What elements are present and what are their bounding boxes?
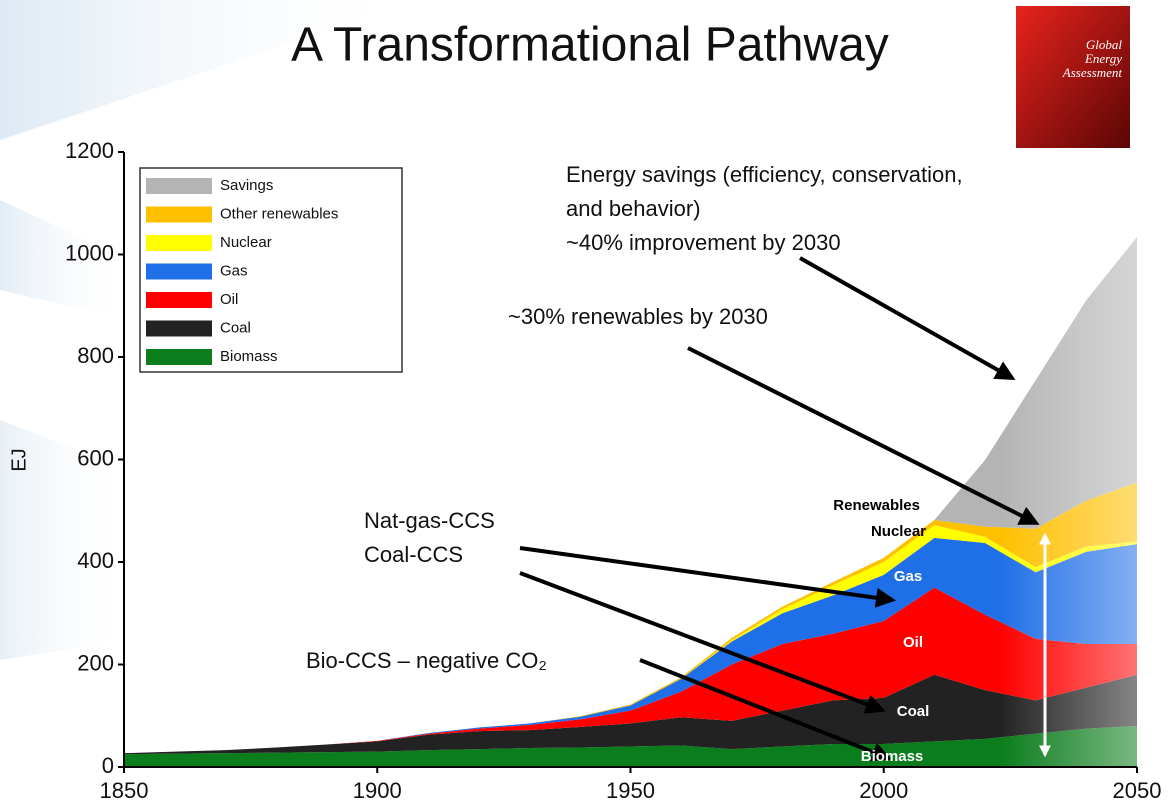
area-label: Gas: [894, 568, 922, 585]
annotation: and behavior): [566, 196, 701, 221]
y-tick-label: 800: [77, 343, 114, 368]
legend-swatch: [146, 292, 212, 308]
y-tick-label: 200: [77, 650, 114, 675]
legend-swatch: [146, 321, 212, 337]
legend: Savings Other renewables Nuclear Gas Oil Coal…: [140, 168, 402, 372]
chart-title: A Transformational Pathway: [291, 19, 889, 72]
legend-swatch: [146, 264, 212, 280]
cover-text: Assessment: [1062, 65, 1123, 80]
legend-label: Oil: [220, 291, 238, 308]
y-tick-label: 1200: [65, 138, 114, 163]
y-axis-label: EJ: [8, 448, 30, 471]
annotation: ~30% renewables by 2030: [508, 304, 768, 329]
annotation: Coal-CCS: [364, 542, 463, 567]
y-tick-label: 400: [77, 548, 114, 573]
y-tick-label: 600: [77, 445, 114, 470]
future-fade: [1000, 152, 1137, 767]
x-tick-label: 2050: [1113, 778, 1162, 803]
x-tick-label: 2000: [859, 778, 908, 803]
legend-label: Biomass: [220, 348, 278, 365]
legend-label: Coal: [220, 319, 251, 336]
y-tick-label: 1000: [65, 240, 114, 265]
annotation: ~40% improvement by 2030: [566, 230, 841, 255]
area-label: Coal: [897, 703, 930, 720]
legend-swatch: [146, 349, 212, 365]
legend-swatch: [146, 235, 212, 251]
cover-text: Global: [1086, 37, 1123, 52]
x-tick-label: 1950: [606, 778, 655, 803]
annotation: Bio-CCS – negative CO₂: [306, 648, 547, 673]
x-tick-label: 1850: [100, 778, 149, 803]
area-label: Renewables: [833, 497, 920, 514]
area-label: Oil: [903, 634, 923, 651]
area-label: Biomass: [861, 748, 924, 765]
annotation: Nat-gas-CCS: [364, 508, 495, 533]
legend-swatch: [146, 207, 212, 223]
area-label: Nuclear: [871, 523, 926, 540]
y-tick-label: 0: [102, 753, 114, 778]
x-tick-label: 1900: [353, 778, 402, 803]
legend-label: Nuclear: [220, 234, 272, 251]
cover-text: Energy: [1084, 51, 1122, 66]
legend-swatch: [146, 178, 212, 194]
chart: A Transformational Pathway Global Energy…: [0, 0, 1169, 808]
annotation: Energy savings (efficiency, conservation…: [566, 162, 963, 187]
legend-label: Gas: [220, 262, 248, 279]
cover-image: Global Energy Assessment: [1016, 6, 1130, 148]
legend-label: Other renewables: [220, 205, 338, 222]
legend-label: Savings: [220, 177, 273, 194]
